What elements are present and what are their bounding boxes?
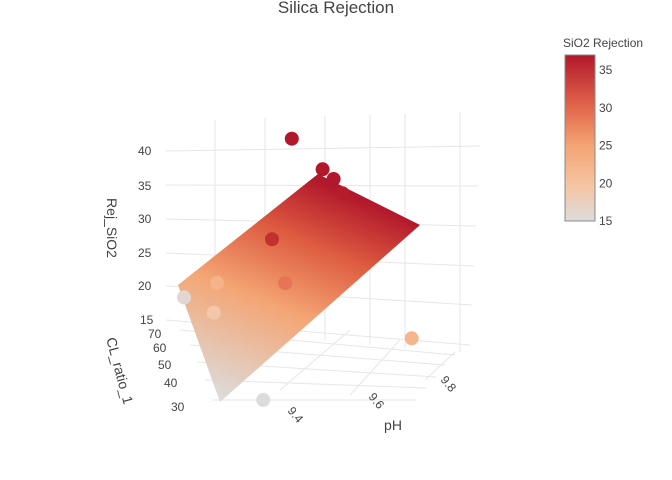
data-point — [265, 232, 279, 247]
data-point — [284, 131, 299, 146]
x-axis-ticks: 9.4 9.6 9.8 — [285, 373, 460, 426]
x-tick-label: 9.4 — [285, 404, 307, 426]
data-point — [315, 162, 330, 177]
data-point — [206, 305, 221, 320]
colorbar-ticks: 15 20 25 30 35 — [599, 63, 613, 228]
z-axis-ticks: 40 35 30 25 20 15 — [138, 144, 154, 327]
y-tick-label: 50 — [158, 358, 172, 372]
x-tick-label: 9.6 — [366, 390, 388, 412]
chart-title: Silica Rejection — [278, 0, 394, 17]
data-point — [326, 172, 341, 186]
z-tick-label: 20 — [138, 279, 152, 293]
x-tick-label: 9.8 — [438, 373, 460, 395]
z-tick-label: 25 — [138, 246, 152, 260]
colorbar-tick-label: 35 — [599, 63, 613, 77]
colorbar-tick-label: 30 — [599, 101, 613, 115]
y-tick-label: 70 — [148, 327, 162, 341]
x-axis-title: pH — [384, 417, 402, 433]
data-point — [210, 276, 224, 290]
y-axis-title: CL_ratio_1 — [103, 336, 136, 407]
colorbar-title: SiO2 Rejection — [563, 36, 643, 50]
data-point — [404, 331, 419, 346]
colorbar: SiO2 Rejection 15 20 25 30 35 — [563, 36, 643, 228]
data-point — [278, 276, 293, 291]
scatter-points — [177, 131, 419, 407]
data-point — [335, 186, 350, 201]
z-axis-title: Rej_SiO2 — [104, 198, 120, 258]
z-tick-label: 35 — [138, 179, 152, 193]
y-tick-label: 40 — [164, 376, 178, 390]
y-tick-label: 30 — [171, 400, 185, 414]
data-point — [177, 290, 191, 305]
regression-surface — [178, 174, 420, 402]
y-axis-ticks: 70 60 50 40 30 — [148, 327, 185, 414]
z-tick-label: 15 — [140, 313, 154, 327]
y-tick-label: 60 — [153, 341, 167, 355]
colorbar-tick-label: 15 — [599, 214, 613, 228]
z-tick-label: 30 — [138, 212, 152, 226]
colorbar-tick-label: 20 — [599, 176, 613, 190]
z-tick-label: 40 — [138, 144, 152, 158]
data-point — [256, 392, 271, 407]
colorbar-gradient — [564, 54, 596, 222]
colorbar-tick-label: 25 — [599, 139, 613, 153]
